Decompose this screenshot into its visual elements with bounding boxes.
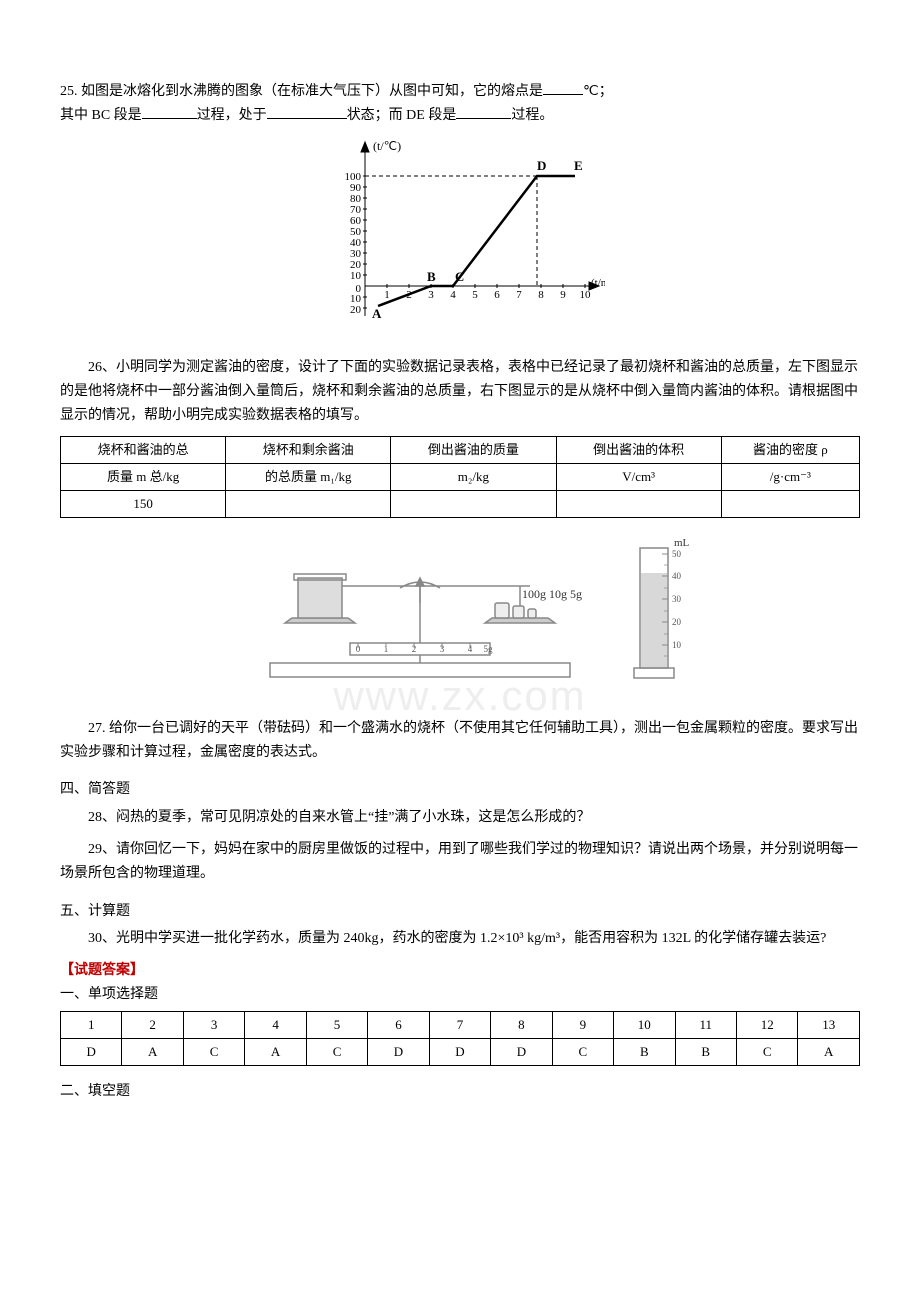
col1-l2: 质量 m 总/kg	[61, 463, 226, 490]
row-c2	[226, 490, 391, 517]
col3-l2: m₂/kg	[391, 463, 556, 490]
q26-figures: 012345g 100g 10g 5g mL 10 20 30 40 50	[60, 528, 860, 697]
svg-text:10: 10	[350, 270, 362, 282]
svg-text:40: 40	[672, 571, 682, 581]
q30: 30、光明中学买进一批化学药水，质量为 240kg，药水的密度为 1.2×10³…	[60, 927, 860, 951]
col5-l2: /g·cm⁻³	[721, 463, 859, 490]
svg-text:50: 50	[672, 549, 682, 559]
svg-text:E: E	[574, 158, 583, 173]
col2-l2: 的总质量 m₁/kg	[226, 463, 391, 490]
svg-text:5: 5	[472, 289, 478, 301]
q25-blank-4	[456, 104, 511, 119]
svg-text:90: 90	[350, 182, 362, 194]
q25-unit1: ℃；	[583, 84, 613, 99]
svg-text:100: 100	[345, 171, 362, 183]
svg-text:9: 9	[560, 289, 566, 301]
answers-row-nums: 12345678910111213	[61, 1011, 860, 1038]
answers-section2-title: 二、填空题	[60, 1080, 860, 1104]
svg-text:80: 80	[350, 193, 362, 205]
answers-table: 12345678910111213 DACACDDDCBBCA	[60, 1011, 860, 1066]
svg-text:10: 10	[580, 289, 592, 301]
row-c1: 150	[61, 490, 226, 517]
svg-text:8: 8	[538, 289, 544, 301]
svg-text:3: 3	[428, 289, 434, 301]
answers-row-vals: DACACDDDCBBCA	[61, 1038, 860, 1065]
svg-text:20: 20	[350, 259, 362, 271]
row-c5	[721, 490, 859, 517]
svg-text:6: 6	[494, 289, 500, 301]
svg-text:20: 20	[672, 617, 682, 627]
row-c3	[391, 490, 556, 517]
q25-text-d: 状态；而 DE 段是	[347, 108, 457, 123]
q25-text-c: 过程，处于	[197, 108, 267, 123]
svg-text:40: 40	[350, 237, 362, 249]
svg-text:20: 20	[350, 304, 362, 316]
q26-table: 烧杯和酱油的总 烧杯和剩余酱油 倒出酱油的质量 倒出酱油的体积 酱油的密度 ρ …	[60, 436, 860, 518]
row-c4	[556, 490, 721, 517]
weights-label: 100g 10g 5g	[522, 587, 582, 601]
svg-text:10: 10	[672, 640, 682, 650]
q25-blank-3	[267, 104, 347, 119]
svg-text:A: A	[372, 306, 382, 321]
svg-text:(t/min): (t/min)	[591, 277, 605, 289]
q29: 29、请你回忆一下，妈妈在家中的厨房里做饭的过程中，用到了哪些我们学过的物理知识…	[60, 838, 860, 886]
col2-l1: 烧杯和剩余酱油	[226, 436, 391, 463]
q26-para: 26、小明同学为测定酱油的密度，设计了下面的实验数据记录表格，表格中已经记录了最…	[60, 356, 860, 427]
svg-text:30: 30	[350, 248, 362, 260]
col3-l1: 倒出酱油的质量	[391, 436, 556, 463]
svg-text:60: 60	[350, 215, 362, 227]
col4-l1: 倒出酱油的体积	[556, 436, 721, 463]
cylinder-unit: mL	[674, 537, 690, 549]
answer-header: 【试题答案】	[60, 959, 860, 983]
answers-section1-title: 一、单项选择题	[60, 983, 860, 1007]
q25: 25. 如图是冰熔化到水沸腾的图象（在标准大气压下）从图中可知，它的熔点是℃； …	[60, 80, 860, 128]
q28: 28、闷热的夏季，常可见阴凉处的自来水管上“挂”满了小水珠，这是怎么形成的？	[60, 806, 860, 830]
svg-text:4: 4	[450, 289, 456, 301]
col1-l1: 烧杯和酱油的总	[61, 436, 226, 463]
col5-l1: 酱油的密度 ρ	[721, 436, 859, 463]
q25-text-a: 25. 如图是冰熔化到水沸腾的图象（在标准大气压下）从图中可知，它的熔点是	[60, 84, 543, 99]
svg-text:70: 70	[350, 204, 362, 216]
q25-text-b: 其中 BC 段是	[60, 108, 142, 123]
q25-blank-1	[543, 80, 583, 95]
q27: 27. 给你一台已调好的天平（带砝码）和一个盛满水的烧杯（不使用其它任何辅助工具…	[60, 717, 860, 765]
svg-text:1: 1	[384, 289, 390, 301]
svg-text:50: 50	[350, 226, 362, 238]
svg-text:D: D	[537, 158, 546, 173]
q25-chart: (t/℃) 10 20 30 40 50 60 70 80 90 100 0 1…	[60, 136, 860, 345]
y-axis-label: (t/℃)	[373, 139, 401, 153]
col4-l2: V/cm³	[556, 463, 721, 490]
section5-title: 五、计算题	[60, 900, 860, 924]
svg-text:7: 7	[516, 289, 522, 301]
svg-text:30: 30	[672, 594, 682, 604]
section4-title: 四、简答题	[60, 778, 860, 802]
q25-text-e: 过程。	[511, 108, 553, 123]
q25-blank-2	[142, 104, 197, 119]
svg-text:B: B	[427, 269, 436, 284]
svg-text:C: C	[455, 269, 464, 284]
svg-text:5g: 5g	[484, 644, 494, 654]
